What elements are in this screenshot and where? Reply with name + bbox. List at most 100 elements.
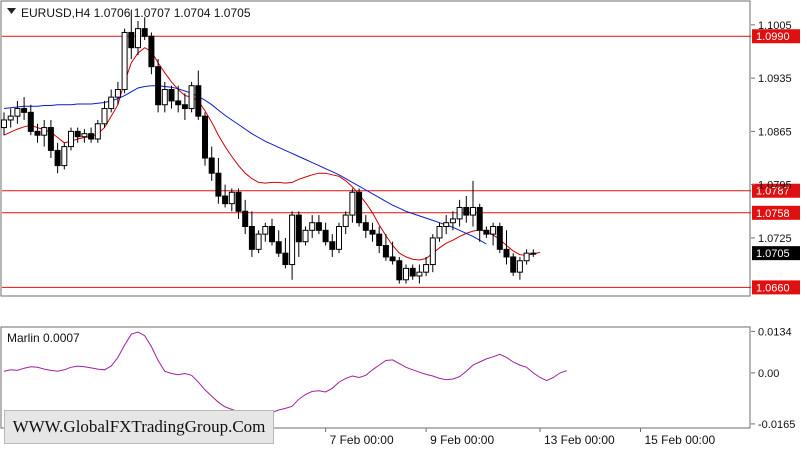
candle[interactable] xyxy=(81,129,88,143)
candle[interactable] xyxy=(61,142,68,170)
candle-body-bull xyxy=(81,133,88,138)
candle[interactable] xyxy=(208,146,215,181)
candle-body-bull xyxy=(523,252,530,262)
candle[interactable] xyxy=(476,203,483,242)
candle[interactable] xyxy=(148,32,155,75)
candle[interactable] xyxy=(74,127,81,143)
marlin-series xyxy=(3,331,567,421)
candle[interactable] xyxy=(416,264,423,284)
candle-body-bull xyxy=(161,89,168,106)
candle[interactable] xyxy=(362,215,369,238)
level-label: 1.0787 xyxy=(756,186,790,198)
candle[interactable] xyxy=(503,230,510,265)
candle[interactable] xyxy=(289,211,296,280)
candle[interactable] xyxy=(403,264,409,284)
candle[interactable] xyxy=(490,222,497,246)
candle[interactable] xyxy=(523,249,530,265)
candle[interactable] xyxy=(530,249,537,257)
candle-body-bear xyxy=(74,130,81,138)
candle[interactable] xyxy=(141,17,148,41)
candle[interactable] xyxy=(1,112,7,136)
candle-body-bear xyxy=(409,267,416,277)
candle[interactable] xyxy=(396,256,403,284)
candle[interactable] xyxy=(188,81,195,113)
candle[interactable] xyxy=(483,226,490,238)
candle[interactable] xyxy=(322,222,329,246)
candle[interactable] xyxy=(41,119,48,147)
candle[interactable] xyxy=(342,211,349,235)
candle[interactable] xyxy=(356,188,363,227)
candle[interactable] xyxy=(456,199,463,227)
candle[interactable] xyxy=(255,230,262,254)
candle[interactable] xyxy=(114,81,121,105)
candle[interactable] xyxy=(228,188,235,212)
candle[interactable] xyxy=(235,188,242,219)
candle-body-bear xyxy=(215,172,222,197)
candle[interactable] xyxy=(175,85,182,113)
candle[interactable] xyxy=(510,253,517,276)
level-label-box xyxy=(752,183,800,198)
candle[interactable] xyxy=(168,85,175,109)
candle[interactable] xyxy=(248,211,255,257)
candle-body-bear xyxy=(295,214,302,243)
candle-body-bear xyxy=(34,130,41,136)
candle[interactable] xyxy=(88,127,95,143)
candle[interactable] xyxy=(429,234,436,273)
candle[interactable] xyxy=(282,237,289,269)
indicator-y-tick-label: 0.0134 xyxy=(758,326,792,338)
candle[interactable] xyxy=(262,222,269,242)
candle[interactable] xyxy=(389,241,396,265)
candle-body-bull xyxy=(14,108,21,117)
candle[interactable] xyxy=(423,256,430,276)
candle[interactable] xyxy=(68,127,74,151)
candle[interactable] xyxy=(315,215,322,235)
candle[interactable] xyxy=(34,123,41,143)
candle[interactable] xyxy=(135,21,141,56)
candle[interactable] xyxy=(295,211,302,257)
candle[interactable] xyxy=(516,256,523,280)
candle[interactable] xyxy=(54,142,61,174)
candle[interactable] xyxy=(382,234,389,261)
candle[interactable] xyxy=(329,234,336,257)
candle[interactable] xyxy=(21,97,28,120)
candle[interactable] xyxy=(242,199,249,235)
candle[interactable] xyxy=(161,81,168,113)
level-label: 1.0990 xyxy=(756,31,790,43)
candle[interactable] xyxy=(470,180,476,227)
candle[interactable] xyxy=(369,222,376,242)
candle[interactable] xyxy=(376,226,383,254)
current-price-label: 1.0705 xyxy=(756,248,790,260)
candle[interactable] xyxy=(7,108,14,128)
candle[interactable] xyxy=(47,119,54,159)
candle[interactable] xyxy=(108,89,115,113)
candle[interactable] xyxy=(222,184,229,208)
candle[interactable] xyxy=(443,215,450,235)
candle-body-bear xyxy=(27,111,34,132)
candle[interactable] xyxy=(195,70,202,120)
candle[interactable] xyxy=(496,222,503,254)
candle[interactable] xyxy=(27,104,34,136)
candle[interactable] xyxy=(101,100,108,128)
candle[interactable] xyxy=(128,9,135,60)
candle[interactable] xyxy=(436,222,443,242)
candle[interactable] xyxy=(349,188,356,223)
triangle-down-icon[interactable] xyxy=(7,8,16,14)
candle-body-bear xyxy=(168,89,175,102)
candle[interactable] xyxy=(409,264,416,280)
candle[interactable] xyxy=(449,211,456,231)
candle[interactable] xyxy=(155,59,162,113)
indicator-label: Marlin 0.0007 xyxy=(7,331,80,345)
candle[interactable] xyxy=(94,119,101,143)
candle[interactable] xyxy=(14,100,21,124)
candle[interactable] xyxy=(269,218,275,246)
candle[interactable] xyxy=(202,112,208,166)
candle[interactable] xyxy=(181,93,188,120)
candle[interactable] xyxy=(463,196,470,223)
candle-body-bull xyxy=(114,89,121,98)
candle[interactable] xyxy=(215,158,222,204)
candle[interactable] xyxy=(275,230,282,257)
candle[interactable] xyxy=(302,226,309,246)
candle[interactable] xyxy=(336,222,342,254)
candle[interactable] xyxy=(121,28,128,94)
candle[interactable] xyxy=(309,215,316,238)
